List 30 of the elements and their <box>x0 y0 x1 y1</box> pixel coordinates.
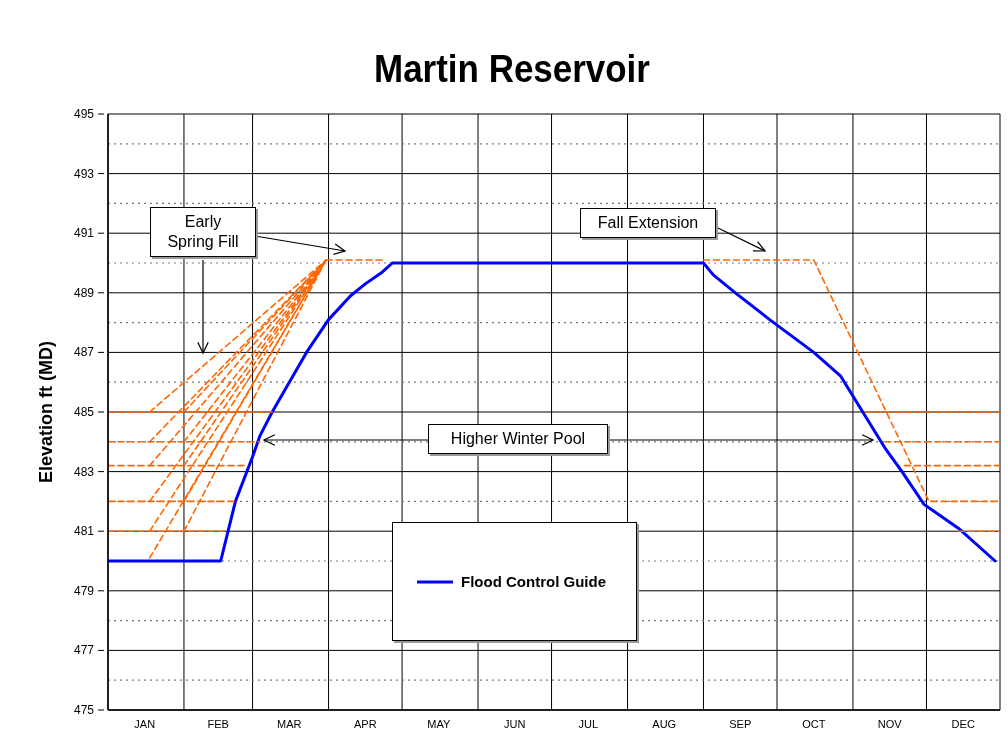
x-tick-label: JAN <box>134 718 156 730</box>
x-tick-label: MAY <box>427 718 451 730</box>
x-tick-label: FEB <box>207 718 229 730</box>
legend-frame: Flood Control Guide <box>392 522 637 641</box>
y-tick-label: 489 <box>73 285 95 300</box>
x-tick-label: JUL <box>578 718 599 730</box>
y-tick-label: 475 <box>73 703 95 717</box>
legend-label: Flood Control Guide <box>461 573 606 590</box>
x-tick-label: OCT <box>802 718 826 730</box>
x-tick-label: JUN <box>504 718 526 730</box>
annotation: Higher Winter Pool <box>428 424 608 454</box>
y-tick-label: 493 <box>73 166 95 181</box>
annotation: Early Spring Fill <box>150 207 256 257</box>
x-tick-label: NOV <box>877 718 903 730</box>
y-tick-label: 495 <box>73 107 95 121</box>
y-tick-label: 485 <box>73 405 95 419</box>
y-tick-label: 487 <box>73 345 95 360</box>
chart-title: Martin Reservoir <box>373 48 651 91</box>
x-tick-label: SEP <box>729 718 752 730</box>
y-tick-label: 483 <box>73 464 95 479</box>
y-axis-title: Elevation ft (MD) <box>36 340 57 485</box>
y-tick-label: 481 <box>73 524 95 539</box>
x-tick-label: AUG <box>652 718 677 730</box>
y-tick-label: 491 <box>73 226 95 241</box>
annotation: Fall Extension <box>580 208 716 238</box>
x-tick-label: DEC <box>951 718 975 730</box>
x-tick-label: MAR <box>277 718 302 730</box>
x-tick-label: APR <box>354 718 377 730</box>
y-tick-label: 479 <box>73 583 95 598</box>
y-tick-label: 477 <box>73 643 95 658</box>
